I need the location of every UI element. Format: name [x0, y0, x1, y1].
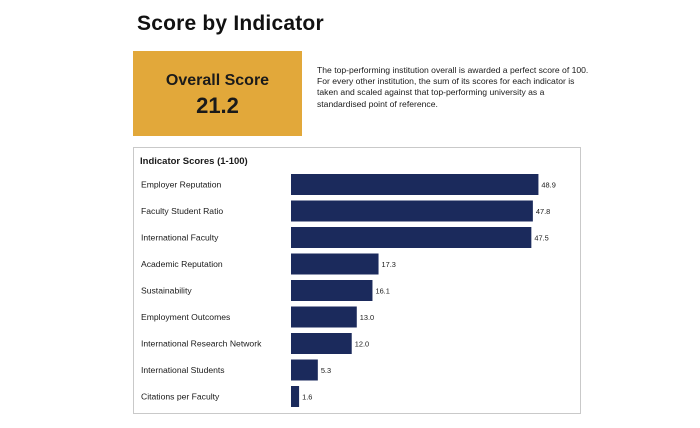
- bar-value-label: 12.0: [355, 340, 369, 349]
- category-label: Employment Outcomes: [141, 312, 230, 322]
- bar: [291, 306, 357, 328]
- bar: [291, 227, 532, 248]
- bar-value-label: 48.9: [541, 181, 555, 190]
- overall-score-value: 21.2: [196, 93, 239, 118]
- bar-value-label: 13.0: [360, 313, 374, 322]
- category-label: Sustainability: [141, 286, 192, 296]
- bar: [291, 200, 533, 222]
- overall-score-card: Overall Score 21.2: [133, 51, 302, 136]
- bar-value-label: 47.5: [534, 234, 548, 243]
- bar-value-label: 5.3: [321, 366, 331, 375]
- bar-value-label: 47.8: [536, 207, 550, 216]
- category-label: Faculty Student Ratio: [141, 206, 223, 216]
- category-label: International Faculty: [141, 233, 219, 243]
- bar: [291, 174, 539, 195]
- bar: [291, 333, 352, 354]
- overall-score-description: The top-performing institution overall i…: [317, 65, 589, 109]
- bar: [291, 280, 373, 301]
- bar: [291, 359, 318, 381]
- bar-value-label: 16.1: [375, 287, 389, 296]
- bar-chart-svg: Employer Reputation 48.9 Faculty Student R…: [141, 174, 556, 407]
- overall-score-label: Overall Score: [165, 72, 270, 89]
- page-title: Score by Indicator: [137, 12, 324, 35]
- category-label: Academic Reputation: [141, 259, 223, 269]
- bar: [291, 253, 379, 275]
- chart-title: Indicator Scores (1-100): [140, 156, 248, 167]
- category-label: International Research Network: [141, 339, 262, 349]
- bar-value-label: 17.3: [382, 260, 396, 269]
- bar-value-label: 1.6: [302, 393, 312, 402]
- category-label: Citations per Faculty: [141, 392, 220, 402]
- bar: [291, 386, 300, 407]
- category-label: International Students: [141, 365, 225, 375]
- category-label: Employer Reputation: [141, 180, 221, 190]
- indicator-scores-chart: Indicator Scores (1-100) Employer Reputa…: [133, 147, 581, 414]
